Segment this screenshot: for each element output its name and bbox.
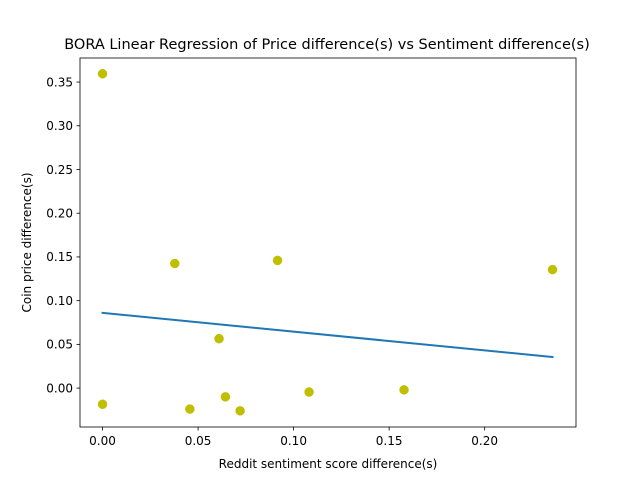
plot-area <box>80 58 576 427</box>
data-point-2 <box>97 399 108 410</box>
axis-ticks: 0.00 0.05 0.10 0.15 0.20 0.00 0.05 0.10 0.15 0.20… <box>46 75 498 448</box>
y-tick-label: 0.25 <box>46 163 73 177</box>
y-tick-label: 0.05 <box>46 338 73 352</box>
x-tick-label: 0.00 <box>89 434 116 448</box>
y-tick-label: 0.35 <box>46 75 73 89</box>
data-point-3 <box>170 258 180 269</box>
y-tick-label: 0.30 <box>46 119 73 133</box>
data-point-4 <box>185 404 195 414</box>
y-tick-label: 0.10 <box>46 294 73 308</box>
x-tick-label: 0.10 <box>280 434 307 448</box>
y-tick-label: 0.15 <box>46 250 73 264</box>
data-point-9 <box>304 387 314 397</box>
data-point-1 <box>97 68 108 79</box>
data-marks <box>97 68 558 416</box>
x-axis-label: Reddit sentiment score difference(s) <box>219 457 438 471</box>
data-point-10 <box>399 385 409 395</box>
x-tick-label: 0.15 <box>376 434 403 448</box>
data-point-8 <box>272 255 283 266</box>
regression-line <box>101 311 554 359</box>
x-tick-label: 0.20 <box>471 434 498 448</box>
y-tick-label: 0.00 <box>46 381 73 395</box>
data-point-6 <box>220 392 231 402</box>
plot-frame <box>79 57 577 428</box>
y-tick-label: 0.20 <box>46 207 73 221</box>
data-point-11 <box>547 264 558 275</box>
chart-title: BORA Linear Regression of Price differen… <box>64 37 590 53</box>
data-point-7 <box>235 406 245 416</box>
x-tick-label: 0.05 <box>185 434 212 448</box>
data-point-5 <box>214 333 224 344</box>
y-axis-label: Coin price difference(s) <box>20 172 34 312</box>
